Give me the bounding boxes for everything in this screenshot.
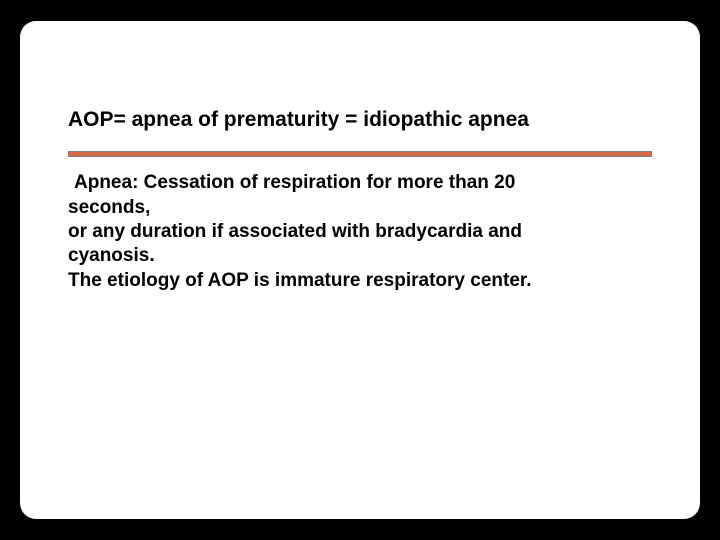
body-area: Apnea: Cessation of respiration for more… [20, 157, 700, 293]
slide-card: AOP= apnea of prematurity = idiopathic a… [20, 21, 700, 519]
body-line-4: cyanosis. [68, 245, 155, 266]
divider [68, 151, 652, 157]
body-text: Apnea: Cessation of respiration for more… [68, 171, 652, 293]
body-line-3: or any duration if associated with brady… [68, 221, 522, 242]
divider-bottom-line [68, 156, 652, 157]
body-line-1: Apnea: Cessation of respiration for more… [68, 171, 652, 195]
title-area: AOP= apnea of prematurity = idiopathic a… [20, 21, 700, 145]
body-line-5: The etiology of AOP is immature respirat… [68, 270, 532, 291]
slide-title: AOP= apnea of prematurity = idiopathic a… [68, 107, 652, 133]
body-line-2: seconds, [68, 197, 150, 218]
